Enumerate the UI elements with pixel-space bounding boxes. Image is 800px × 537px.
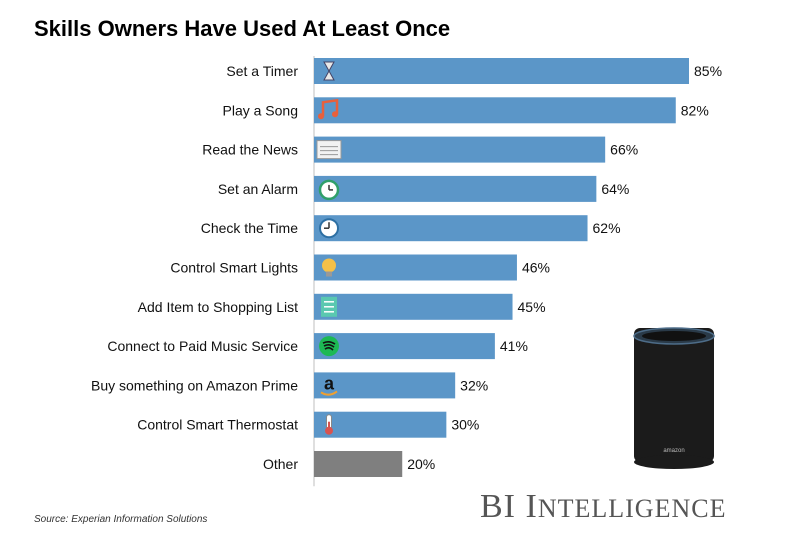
data-label: 30% [451, 417, 479, 433]
bar-1 [314, 58, 689, 84]
data-label: 41% [500, 338, 528, 354]
bar-6 [314, 254, 517, 281]
category-label: Add Item to Shopping List [138, 299, 298, 315]
data-label: 85% [694, 63, 722, 79]
data-label: 20% [407, 456, 435, 472]
data-label: 45% [518, 299, 546, 315]
bar-4 [314, 175, 597, 202]
music-note-icon [318, 98, 339, 120]
category-label: Connect to Paid Music Service [107, 338, 298, 354]
svg-text:a: a [324, 373, 335, 393]
bar-8 [314, 333, 495, 360]
category-label: Read the News [202, 142, 298, 158]
spotify-icon [319, 336, 339, 357]
data-label: 46% [522, 260, 550, 276]
clock-icon [319, 218, 339, 239]
source-note: Source: Experian Information Solutions [34, 514, 208, 525]
data-label: 66% [610, 142, 638, 158]
bar-11 [314, 451, 403, 477]
bar-9 [314, 372, 456, 399]
bar-10 [314, 411, 447, 438]
hourglass-icon [323, 61, 335, 81]
newspaper-icon [316, 140, 342, 160]
bar-2 [314, 97, 676, 124]
category-label: Check the Time [201, 220, 298, 236]
bar-7 [314, 293, 513, 320]
thermometer-icon [325, 414, 333, 435]
shopping-list-icon [321, 296, 337, 317]
alarm-clock-icon [318, 179, 340, 201]
bi-intelligence-logo: BI INTELLIGENCE [480, 488, 727, 525]
category-label: Control Smart Thermostat [137, 417, 298, 433]
data-label: 82% [681, 102, 709, 118]
lightbulb-icon [322, 258, 336, 277]
category-label: Buy something on Amazon Prime [91, 377, 298, 393]
category-label: Set a Timer [226, 63, 298, 79]
category-label: Set an Alarm [218, 181, 298, 197]
data-label: 62% [593, 220, 621, 236]
data-label: 64% [601, 181, 629, 197]
chart-title: Skills Owners Have Used At Least Once [34, 16, 451, 41]
echo-device-image: amazon [633, 327, 715, 469]
data-label: 32% [460, 377, 488, 393]
amazon-icon: a [320, 373, 338, 396]
device-brand-label: amazon [663, 448, 684, 454]
category-label: Control Smart Lights [170, 260, 298, 276]
bar-3 [314, 136, 606, 163]
bar-5 [314, 215, 588, 242]
category-label: Other [263, 456, 298, 472]
category-label: Play a Song [223, 102, 299, 118]
